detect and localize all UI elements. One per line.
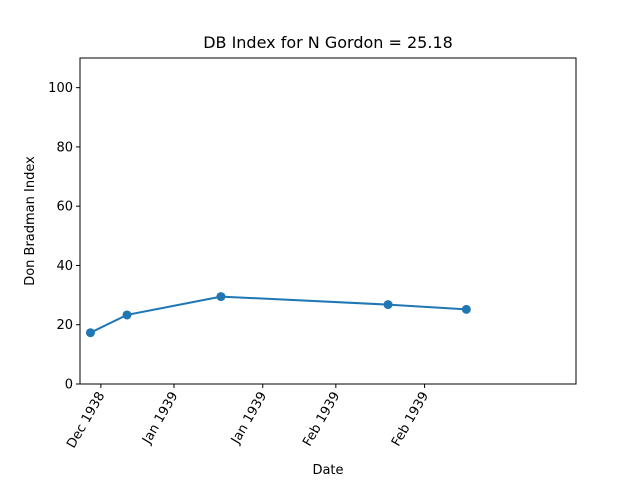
data-point bbox=[461, 304, 471, 314]
x-tick-label: Feb 1939 bbox=[389, 390, 432, 450]
x-tick-label: Dec 1938 bbox=[64, 390, 108, 452]
y-tick-label: 80 bbox=[56, 140, 73, 155]
y-tick-label: 20 bbox=[56, 318, 73, 333]
plot-area bbox=[85, 292, 471, 338]
x-axis-label: Date bbox=[312, 463, 343, 478]
x-tick-label: Jan 1939 bbox=[139, 390, 181, 448]
y-tick-label: 40 bbox=[56, 259, 73, 274]
y-axis-label: Don Bradman Index bbox=[23, 156, 38, 286]
data-point bbox=[216, 292, 226, 302]
x-axis: Dec 1938 Jan 1939 Jan 1939 Feb 1939 Feb 1939 bbox=[64, 384, 432, 451]
x-tick-label: Feb 1939 bbox=[300, 390, 343, 450]
data-point bbox=[383, 300, 393, 310]
plot-frame bbox=[79, 57, 577, 385]
y-tick-label: 0 bbox=[65, 378, 73, 393]
data-point bbox=[122, 310, 132, 320]
y-tick-label: 100 bbox=[48, 81, 73, 96]
data-point bbox=[85, 328, 95, 338]
series-line bbox=[89, 295, 467, 334]
x-tick-label: Jan 1939 bbox=[228, 390, 270, 448]
y-tick-label: 60 bbox=[56, 200, 73, 215]
y-axis: 0 20 40 60 80 100 bbox=[48, 81, 80, 393]
chart-title: DB Index for N Gordon = 25.18 bbox=[203, 33, 453, 52]
